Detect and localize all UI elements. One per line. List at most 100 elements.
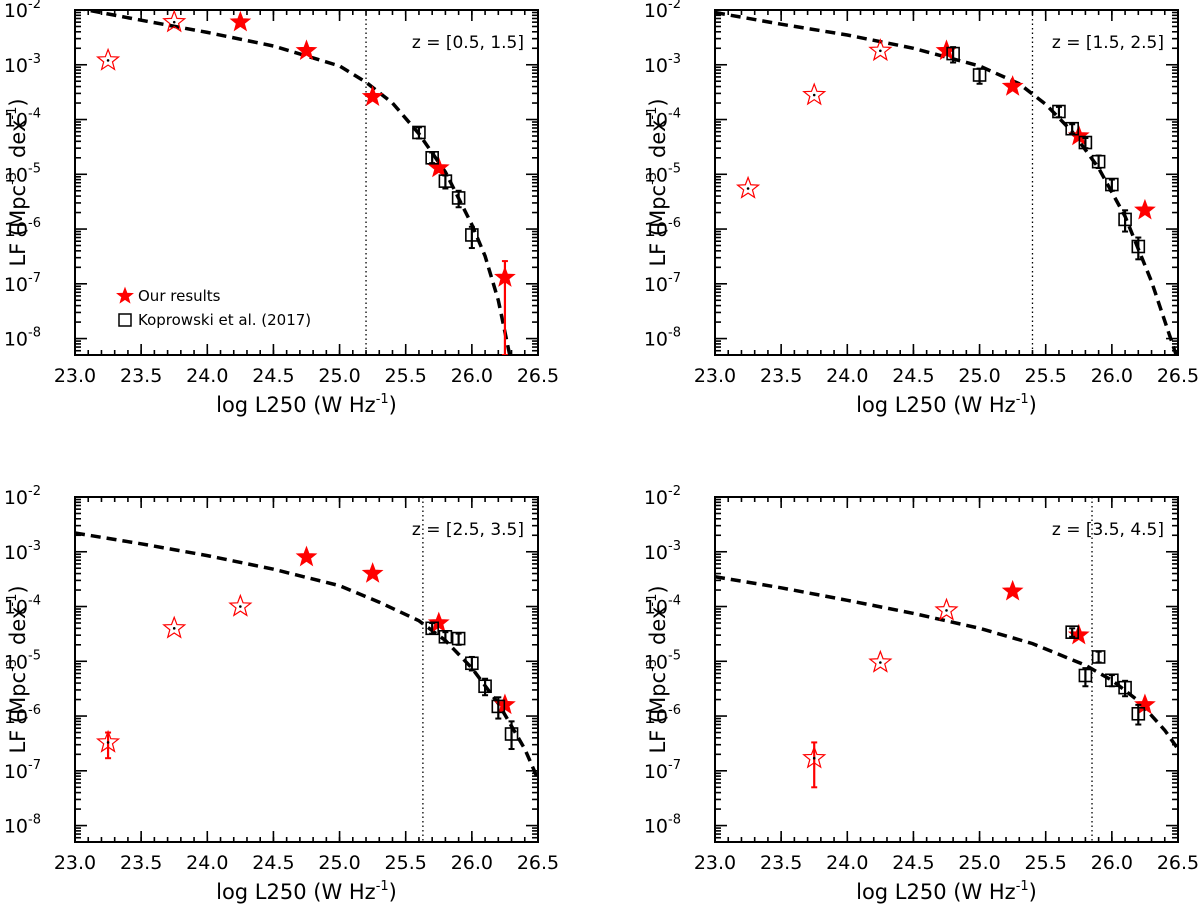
- data-point-open-square: [1052, 104, 1066, 119]
- x-tick-label: 23.5: [760, 852, 802, 874]
- y-tick-label: 10-8: [644, 326, 681, 351]
- x-tick-label: 23.5: [120, 852, 162, 874]
- data-point-open-square: [1105, 177, 1119, 192]
- data-point-open-square: [1105, 673, 1119, 688]
- data-point-open-star: [868, 649, 893, 673]
- data-point-center: [172, 627, 176, 630]
- data-point-filled-star: [1134, 198, 1156, 220]
- data-point-open-star: [735, 175, 761, 199]
- data-point-open-square: [1091, 154, 1106, 169]
- x-tick-label: 24.0: [186, 852, 228, 874]
- panel-3: 23.0 23.5 24.0 24.5 25.0 25.5 26.0 26.5 10-8 10-7…: [4, 484, 559, 904]
- x-tick-label: 24.0: [826, 852, 868, 874]
- redshift-label: z = [0.5, 1.5]: [412, 33, 524, 53]
- data-point-open-square: [438, 174, 453, 188]
- y-tick-label: 10-6: [644, 216, 681, 241]
- x-tick-label: 26.5: [517, 852, 559, 874]
- plot-frame: [714, 496, 1179, 843]
- x-tick-label: 25.5: [1025, 365, 1067, 387]
- y-tick-label: 10-3: [644, 539, 681, 564]
- y-tick-label: 10-8: [4, 326, 41, 351]
- y-axis-title: LF (Mpc-3dex-1): [5, 585, 30, 753]
- data-point-open-star: [934, 597, 959, 621]
- plot-area: [715, 497, 1178, 842]
- legend-open-square-icon: [118, 313, 132, 327]
- y-tick-label: 10-4: [4, 594, 41, 619]
- x-tick-label: 26.0: [1091, 852, 1133, 874]
- data-point-filled-star: [427, 156, 450, 178]
- x-tick-label: 23.5: [760, 365, 802, 387]
- data-point-filled-star: [1001, 75, 1024, 96]
- data-point-center: [239, 605, 242, 608]
- y-tick-label: 10-8: [644, 813, 681, 838]
- fit-curve: [715, 574, 1178, 751]
- legend-filled-star-icon: [116, 286, 134, 304]
- data-point-filled-star: [1001, 579, 1024, 601]
- y-tick-label: 10-7: [4, 758, 41, 783]
- data-point-open-square: [425, 151, 439, 165]
- data-point-filled-star: [361, 562, 384, 583]
- y-tick-label: 10-4: [4, 107, 41, 132]
- plot-area: [77, 10, 516, 355]
- data-point-center: [879, 661, 882, 664]
- legend-label: Our results: [138, 287, 221, 305]
- data-point-open-star: [228, 593, 253, 617]
- plot-area: [75, 497, 538, 842]
- plot-area: [715, 10, 1178, 355]
- x-axis-title: log L250 (W Hz-1): [216, 879, 397, 904]
- data-point-open-square: [972, 68, 987, 82]
- data-point-open-square: [946, 46, 960, 61]
- y-axis-title: LF (Mpc-3dex-1): [645, 98, 670, 266]
- data-point-filled-star: [229, 10, 252, 32]
- data-point-center: [945, 609, 948, 612]
- x-tick-label: 26.5: [1157, 852, 1199, 874]
- y-tick-label: 10-2: [4, 0, 41, 22]
- y-tick-label: 10-4: [644, 594, 681, 619]
- data-point-open-square: [491, 699, 506, 714]
- legend: Our results Koprowski et al. (2017): [116, 286, 311, 329]
- y-tick-label: 10-5: [644, 161, 681, 186]
- y-tick-label: 10-6: [644, 703, 681, 728]
- data-point-open-square: [465, 228, 479, 242]
- x-tick-label: 26.0: [451, 852, 493, 874]
- data-point-center: [172, 20, 176, 24]
- x-tick-label: 23.0: [54, 852, 96, 874]
- data-point-center: [879, 49, 882, 53]
- data-point-open-square: [1078, 135, 1093, 150]
- x-tick-label: 25.0: [958, 852, 1000, 874]
- x-axis-title: log L250 (W Hz-1): [856, 879, 1037, 904]
- y-tick-label: 10-6: [4, 703, 41, 728]
- x-tick-label: 23.0: [54, 365, 96, 387]
- y-tick-label: 10-5: [4, 648, 41, 673]
- data-point-open-star: [162, 615, 187, 639]
- y-tick-label: 10-3: [4, 539, 41, 564]
- data-point-open-square: [1078, 668, 1093, 683]
- y-tick-label: 10-3: [4, 52, 41, 77]
- data-point-open-square: [451, 191, 466, 205]
- data-point-center: [746, 187, 750, 190]
- y-axis-title: LF (Mpc-3dex-1): [645, 585, 670, 753]
- data-point-open-square: [504, 727, 519, 741]
- fit-curve: [715, 10, 1178, 355]
- data-point-center: [106, 59, 110, 62]
- x-tick-label: 24.5: [892, 852, 934, 874]
- data-point-open-star: [802, 82, 827, 106]
- data-point-open-square: [425, 621, 439, 636]
- panel-2: 23.0 23.5 24.0 24.5 25.0 25.5 26.0 26.5 10-8 10-7…: [644, 0, 1199, 417]
- fit-curve: [75, 531, 538, 780]
- y-tick-label: 10-8: [4, 813, 41, 838]
- y-tick-label: 10-5: [644, 648, 681, 673]
- x-tick-label: 23.5: [120, 365, 162, 387]
- data-point-center: [106, 741, 110, 744]
- data-point-open-square: [1065, 121, 1079, 136]
- data-point-open-square: [478, 679, 492, 694]
- redshift-label: z = [1.5, 2.5]: [1052, 33, 1164, 53]
- data-point-open-star: [95, 47, 121, 71]
- data-point-filled-star: [494, 266, 516, 287]
- data-point-open-star: [802, 745, 827, 769]
- data-point-open-square: [451, 631, 466, 646]
- y-tick-label: 10-6: [4, 216, 41, 241]
- x-tick-label: 26.0: [1091, 365, 1133, 387]
- y-tick-label: 10-7: [4, 271, 41, 296]
